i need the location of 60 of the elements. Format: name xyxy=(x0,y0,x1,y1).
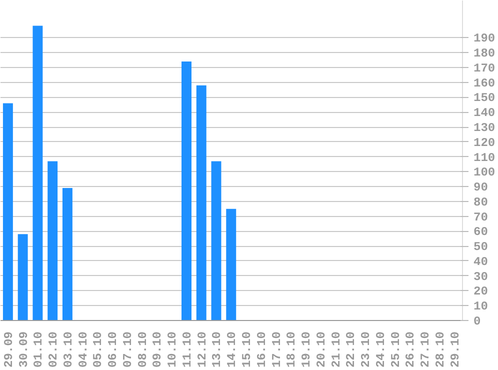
y-tick-label: 90 xyxy=(474,180,488,195)
y-tick-label: 20 xyxy=(474,284,488,299)
y-tick-label: 130 xyxy=(474,121,496,136)
x-tick-label: 15.10 xyxy=(240,331,254,368)
x-tick-label: 18.10 xyxy=(284,331,299,368)
y-tick-label: 0 xyxy=(474,314,481,328)
bar xyxy=(18,234,28,320)
y-tick-label: 150 xyxy=(474,91,496,106)
x-tick-label: 03.10 xyxy=(61,331,76,368)
x-tick-label: 11.10 xyxy=(180,331,194,368)
y-tick-label: 70 xyxy=(474,210,488,224)
bar xyxy=(2,103,13,320)
x-tick-label: 17.10 xyxy=(270,331,284,368)
y-tick-label: 30 xyxy=(474,270,488,284)
y-tick-label: 50 xyxy=(474,240,488,254)
x-tick-label: 23.10 xyxy=(359,331,374,368)
y-tick-label: 100 xyxy=(474,166,496,180)
x-tick-label: 28.10 xyxy=(433,331,448,368)
y-tick-label: 40 xyxy=(474,254,488,269)
x-tick-label: 13.10 xyxy=(210,331,224,368)
x-tick-label: 12.10 xyxy=(195,331,210,368)
x-tick-label: 07.10 xyxy=(120,331,135,368)
x-tick-label: 19.10 xyxy=(300,331,314,368)
y-tick-label: 160 xyxy=(474,76,496,90)
y-tick-label: 110 xyxy=(474,150,496,165)
y-tick-label: 140 xyxy=(474,106,496,120)
x-tick-label: 24.10 xyxy=(374,331,388,368)
x-tick-label: 26.10 xyxy=(404,331,418,368)
bar xyxy=(182,62,192,320)
x-tick-label: 29.09 xyxy=(2,331,16,368)
x-tick-label: 10.10 xyxy=(166,331,180,368)
bar xyxy=(62,188,72,320)
bar xyxy=(32,26,43,320)
x-tick-label: 16.10 xyxy=(254,331,269,368)
x-tick-label: 09.10 xyxy=(150,331,165,368)
x-tick-label: 08.10 xyxy=(136,331,150,368)
y-tick-label: 180 xyxy=(474,46,496,61)
x-tick-label: 05.10 xyxy=(91,331,106,368)
y-tick-label: 60 xyxy=(474,225,488,240)
x-tick-label: 25.10 xyxy=(388,331,403,368)
x-tick-label: 30.09 xyxy=(16,331,31,368)
x-tick-label: 20.10 xyxy=(314,331,328,368)
bar xyxy=(196,85,206,320)
x-tick-label: 21.10 xyxy=(329,331,344,368)
y-tick-label: 10 xyxy=(474,300,488,314)
x-tick-label: 02.10 xyxy=(46,331,61,368)
x-tick-label: 14.10 xyxy=(225,331,240,368)
x-tick-label: 06.10 xyxy=(106,331,120,368)
x-tick-label: 29.10 xyxy=(448,331,462,368)
y-tick-label: 190 xyxy=(474,32,496,46)
bar xyxy=(211,161,222,320)
y-tick-label: 120 xyxy=(474,136,496,150)
x-tick-label: 04.10 xyxy=(76,331,90,368)
bar xyxy=(226,208,236,320)
x-tick-label: 27.10 xyxy=(418,331,433,368)
x-tick-label: 01.10 xyxy=(32,331,46,368)
y-tick-label: 80 xyxy=(474,195,488,210)
x-tick-label: 22.10 xyxy=(344,331,358,368)
bar xyxy=(48,161,58,320)
y-tick-label: 170 xyxy=(474,61,496,76)
